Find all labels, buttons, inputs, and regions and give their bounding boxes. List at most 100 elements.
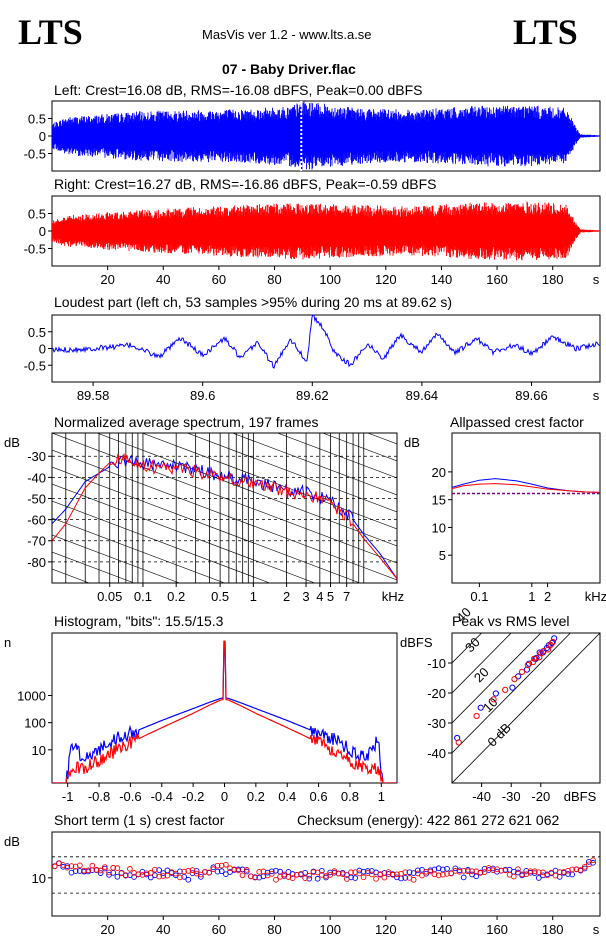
stcrest-point-red xyxy=(481,869,488,875)
stcrest-xtick-label: 40 xyxy=(156,922,170,937)
stcrest-point-red xyxy=(531,868,538,875)
pvr-point-red xyxy=(511,676,518,683)
spectrum-ylabel: dB xyxy=(4,435,20,450)
stcrest-point-red xyxy=(243,867,250,873)
stcrest-point-blue xyxy=(185,876,192,883)
stcrest-point-blue xyxy=(76,868,83,874)
allpass-crest-title: Allpassed crest factor xyxy=(450,414,584,430)
stcrest-point-red xyxy=(435,872,442,879)
stcrest-xtick-label: 80 xyxy=(267,922,281,937)
stcrest-point-blue xyxy=(385,871,392,877)
right-waveform-xtick-label: 60 xyxy=(212,272,226,287)
right-waveform-xtick-label: 140 xyxy=(431,272,453,287)
histogram-xtick-label: -0.6 xyxy=(119,789,141,804)
stcrest-point-blue xyxy=(314,875,321,882)
spectrum-slope-line xyxy=(321,433,397,462)
stcrest-xtick-label: 60 xyxy=(212,922,226,937)
stcrest-point-red xyxy=(581,863,588,870)
loudest-ytick-label: 0.5 xyxy=(28,325,46,340)
right-waveform-xtick-label: 120 xyxy=(375,272,397,287)
left-waveform-ytick-label: -0.5 xyxy=(24,147,46,162)
spectrum-xunit-label: kHz xyxy=(382,589,404,604)
spectrum-slope-line xyxy=(141,433,397,530)
right-waveform-xtick-label: 40 xyxy=(156,272,170,287)
pvr-point-blue xyxy=(551,635,558,642)
stcrest-point-red xyxy=(110,864,117,871)
spectrum-xtick-label: 0.05 xyxy=(97,589,122,604)
stcrest-point-red xyxy=(369,871,375,878)
histogram-xtick-label: 0.8 xyxy=(341,789,359,804)
spectrum-series-red xyxy=(52,452,397,580)
spectrum-slope-line xyxy=(52,297,397,427)
spectrum-slope-line xyxy=(52,483,316,583)
spectrum-slope-line xyxy=(52,433,397,564)
file-name: 07 - Baby Driver.flac xyxy=(222,61,356,77)
stcrest-point-blue xyxy=(414,867,421,874)
stcrest-point-red xyxy=(402,869,409,876)
pvr-xtick-label: -30 xyxy=(502,789,521,804)
stcrest-point-red xyxy=(444,871,450,877)
stcrest-point-red xyxy=(102,864,108,870)
stcrest-point-red xyxy=(293,871,300,878)
stcrest-point-red xyxy=(223,861,229,868)
pvr-diagonal-label: 40 xyxy=(453,604,474,625)
pvr-xtick-label: -40 xyxy=(472,789,491,804)
allpass-xunit-label: kHz xyxy=(585,589,606,604)
loudest-part-title: Loudest part (left ch, 53 samples >95% d… xyxy=(54,294,453,310)
right-waveform-xunit-label: s xyxy=(593,272,600,287)
stcrest-point-red xyxy=(273,876,279,883)
pvr-point-red xyxy=(490,696,497,703)
stcrest-point-red xyxy=(465,868,471,875)
histogram-ytick-label: 10 xyxy=(32,743,46,758)
loudest-xtick-label: 89.62 xyxy=(296,388,329,403)
spectrum-xtick-label: 0.2 xyxy=(167,589,185,604)
pvr-ytick-label: -30 xyxy=(427,716,446,731)
stcrest-point-blue xyxy=(97,870,104,876)
allpass-xtick-label: 2 xyxy=(544,589,551,604)
stcrest-point-red xyxy=(327,872,334,878)
stcrest-point-red xyxy=(302,875,308,881)
loudest-xunit-label: s xyxy=(593,388,600,403)
stcrest-point-blue xyxy=(306,875,313,882)
pvr-frame xyxy=(451,632,601,784)
stcrest-point-red xyxy=(164,872,171,879)
stcrest-point-red xyxy=(498,867,505,874)
histogram-xtick-label: 0.2 xyxy=(247,789,265,804)
stcrest-point-blue xyxy=(402,875,409,881)
stcrest-point-blue xyxy=(193,868,200,874)
stcrest-point-red xyxy=(172,870,179,877)
stcrest-point-red xyxy=(147,870,154,876)
allpass-ylabel: dB xyxy=(404,435,420,450)
spectrum-slope-line xyxy=(186,433,397,513)
stcrest-point-red xyxy=(60,862,66,868)
right-waveform-ytick-label: 0.5 xyxy=(28,207,46,222)
stcrest-point-blue xyxy=(156,867,162,873)
pvr-point-red xyxy=(502,686,509,693)
stcrest-point-blue xyxy=(352,875,359,881)
right-waveform-xtick-label: 180 xyxy=(542,272,564,287)
stcrest-point-red xyxy=(552,872,559,879)
pvr-point-blue xyxy=(492,690,499,697)
right-channel-title: Right: Crest=16.27 dB, RMS=-16.86 dBFS, … xyxy=(54,176,437,192)
stcrest-point-red xyxy=(81,867,87,874)
stcrest-point-red xyxy=(231,866,238,873)
pvr-point-red xyxy=(549,638,556,646)
lts-logo-left: LTS xyxy=(18,12,83,52)
right-waveform-ytick-label: -0.5 xyxy=(24,242,46,257)
stcrest-point-red xyxy=(344,876,350,882)
histogram-xtick-label: 0.6 xyxy=(310,789,328,804)
stcrest-point-blue xyxy=(490,865,496,872)
pvr-diagonal-label: 30 xyxy=(462,634,483,655)
pvr-xtick-label: -20 xyxy=(531,789,550,804)
loudest-ytick-label: 0 xyxy=(39,342,46,357)
stcrest-point-red xyxy=(268,870,275,877)
loudest-xtick-label: 89.6 xyxy=(190,388,215,403)
stcrest-point-red xyxy=(356,870,363,877)
histogram-xtick-label: -0.4 xyxy=(151,789,173,804)
stcrest-point-red xyxy=(427,868,434,875)
spectrum-ytick-label: -70 xyxy=(27,534,46,549)
stcrest-point-red xyxy=(152,866,158,873)
stcrest-point-red xyxy=(460,867,467,874)
stcrest-xtick-label: 180 xyxy=(542,922,564,937)
allpass-ytick-label: 5 xyxy=(439,548,446,563)
